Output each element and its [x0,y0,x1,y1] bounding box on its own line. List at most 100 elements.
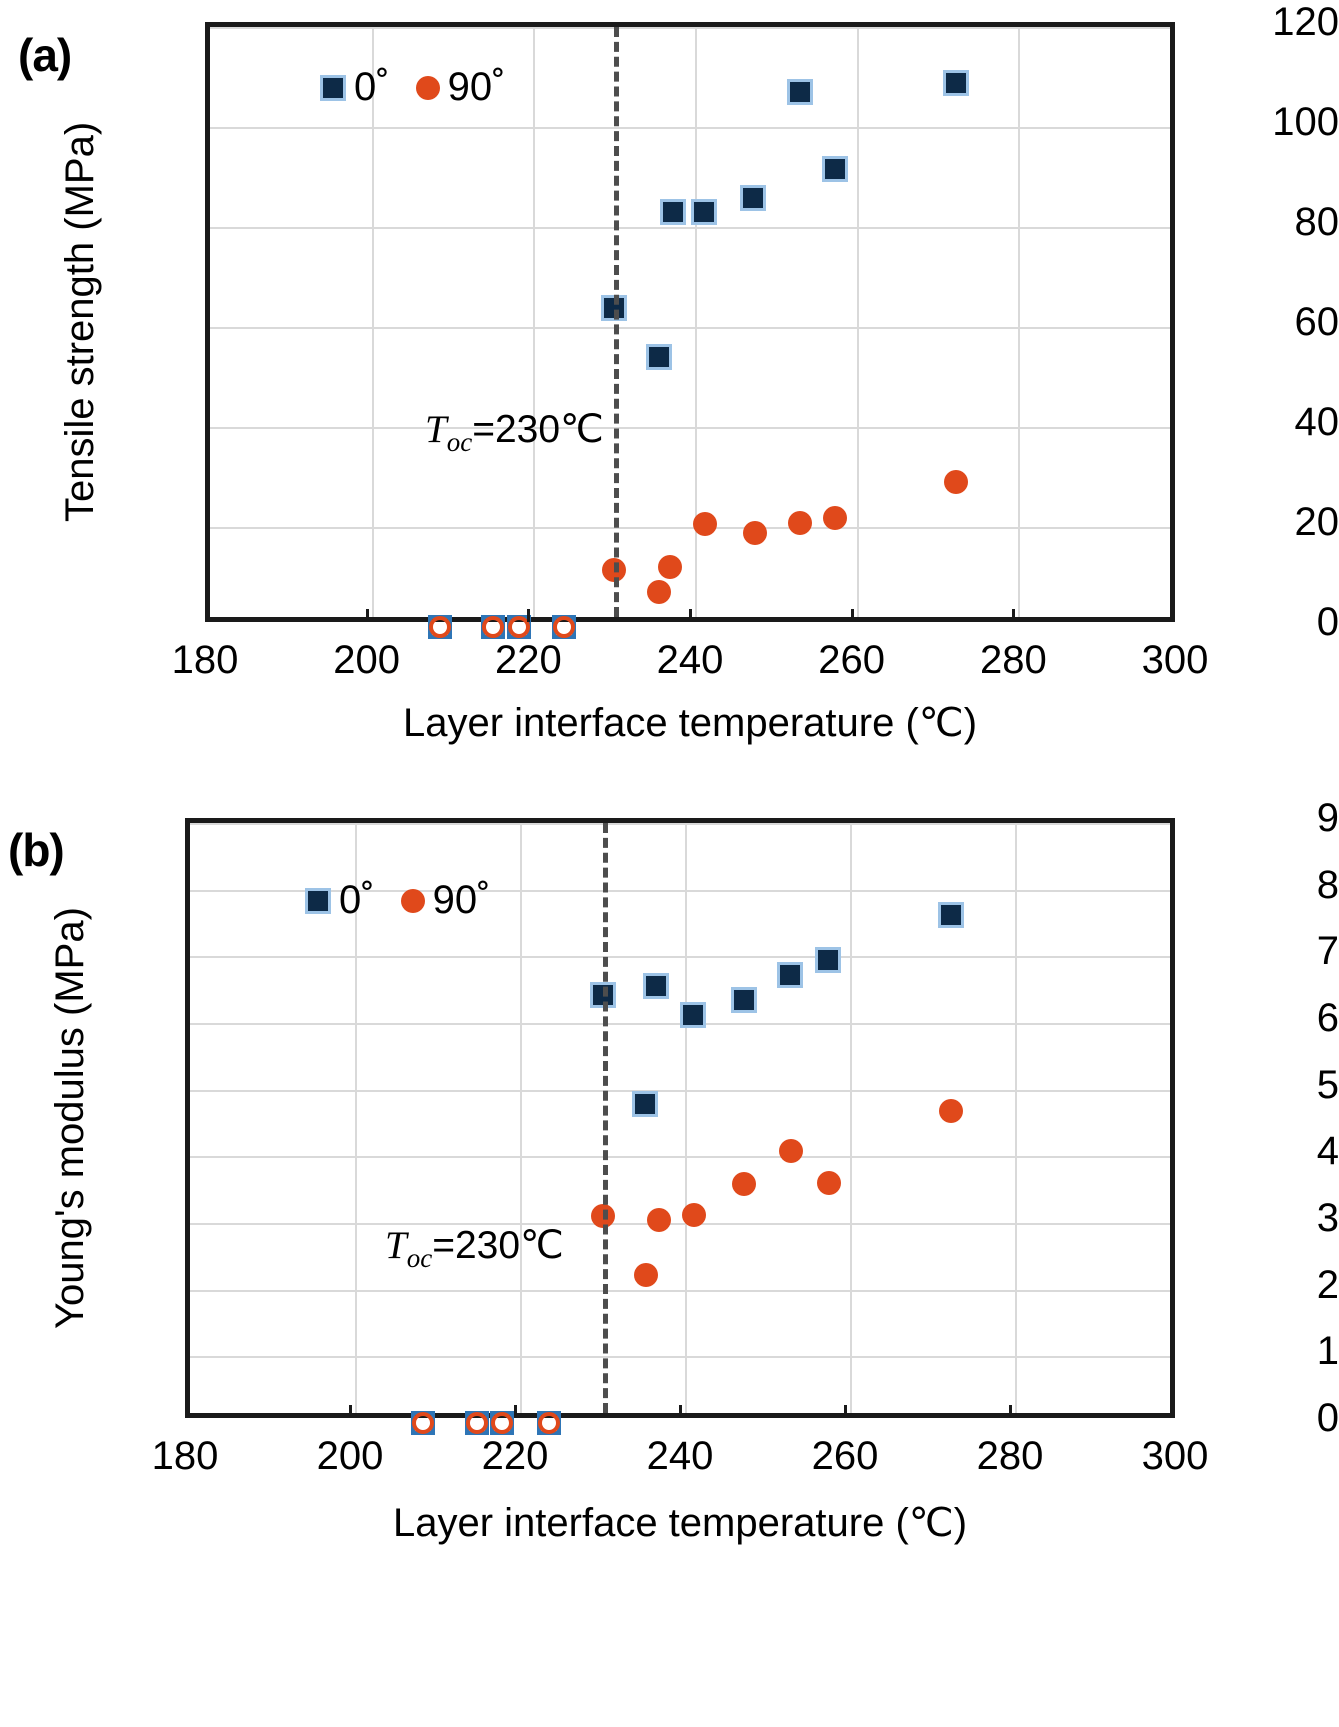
panel-a-threshold-annotation: Toc=230℃ [425,407,604,458]
gridline-horizontal [190,1089,1170,1092]
panel-a-plot: 0 20 40 60 80 100 120 0˚ 90˚ Toc=230℃ 180 200 22… [0,0,1339,790]
data-point-0deg [740,184,767,211]
y-tick-label: 40 [1294,400,1339,444]
x-tick-label: 200 [316,1434,384,1478]
panel-b-x-axis-title: Layer interface temperature (℃) [392,1501,968,1545]
x-tick-label: 220 [494,638,562,682]
data-point-90deg [657,555,682,579]
x-tick-label: 220 [481,1434,549,1478]
x-tick-label: 280 [979,638,1047,682]
data-point-0deg [632,1091,659,1118]
y-tick-label: 0 [1316,1396,1339,1440]
y-tick-label: 2 [1316,1262,1339,1307]
data-point-0deg [643,973,670,1000]
panel-a-threshold-line [614,27,620,617]
panel-a-plot-area: 0˚ 90˚ Toc=230℃ [205,22,1175,639]
square-marker-icon [305,887,331,914]
annotation-subscript: oc [406,1242,433,1273]
data-point-zero-circle [466,1412,489,1434]
gridline-vertical [520,823,522,1413]
legend-item-90deg: 90˚ [415,65,506,110]
legend-label-0deg: 0˚ [339,878,375,922]
square-marker-icon [320,74,346,101]
data-point-90deg [822,506,847,530]
gridline-vertical [695,27,697,617]
gridline-horizontal [190,956,1170,959]
y-tick-label: 100 [1272,100,1339,144]
data-point-90deg [692,512,717,536]
gridline-vertical [1018,27,1021,617]
gridline-vertical [850,823,852,1413]
data-point-90deg [732,1172,757,1197]
y-tick-label: 60 [1294,300,1339,344]
panel-a-label: (a) [18,29,72,81]
data-point-0deg [814,946,841,973]
gridline-vertical [371,27,374,617]
panel-b-y-axis-title: Young's modulus (MPa) [48,907,92,1329]
x-tick-mark [1009,1405,1012,1418]
data-point-0deg [776,962,803,988]
data-point-90deg [647,580,672,604]
y-tick-label: 7 [1316,929,1339,974]
data-point-90deg [816,1171,841,1195]
legend-label-90deg: 90˚ [447,65,506,109]
annotation-value: =230℃ [432,1224,564,1267]
gridline-horizontal [190,1223,1170,1225]
x-tick-label: 260 [818,638,886,682]
figure-panel-a: (a) 0 20 40 60 80 100 120 0˚ 90˚ Toc=230℃ [0,0,1339,790]
panel-a-x-axis-title: Layer interface temperature (℃) [402,701,978,745]
x-tick-mark [844,1405,847,1418]
data-point-zero-circle [490,1412,513,1434]
panel-b-plot: 0 1 2 3 4 5 6 7 8 9 0˚ 90˚ Toc=230℃ 180 200 220 240 2… [0,796,1339,1727]
data-point-90deg [944,470,969,494]
data-point-0deg [787,79,814,105]
gridline-horizontal [190,1156,1170,1159]
data-point-zero-circle [481,616,504,638]
data-point-zero-circle [507,616,530,638]
annotation-subscript: oc [446,426,473,457]
y-tick-label: 5 [1316,1062,1339,1107]
gridline-horizontal [210,427,1170,429]
gridline-horizontal [210,527,1170,529]
data-point-0deg [690,198,717,225]
data-point-zero-circle [537,1412,560,1434]
y-tick-label: 120 [1272,0,1339,44]
gridline-horizontal [190,1356,1170,1359]
y-tick-label: 9 [1316,796,1339,840]
annotation-variable: T [425,408,447,451]
legend-label-90deg: 90˚ [432,878,491,922]
data-point-90deg [938,1099,963,1123]
x-tick-mark [850,609,854,622]
gridline-horizontal [210,227,1170,229]
y-tick-label: 1 [1316,1329,1339,1374]
panel-b-threshold-line [602,823,608,1413]
panel-b-threshold-annotation: Toc=230℃ [385,1223,564,1274]
gridline-horizontal [190,889,1170,892]
gridline-vertical [355,823,357,1413]
data-point-0deg [937,902,964,928]
x-tick-mark [527,609,531,622]
gridline-vertical [856,27,859,617]
y-tick-label: 6 [1316,996,1339,1040]
data-point-0deg [821,156,848,182]
annotation-value: =230℃ [472,408,604,451]
y-tick-label: 3 [1316,1196,1339,1240]
x-tick-mark [1012,609,1016,622]
data-point-90deg [682,1203,707,1227]
legend-item-90deg: 90˚ [400,878,491,923]
panel-b-label: (b) [8,824,65,876]
y-tick-label: 0 [1316,600,1339,644]
legend-item-0deg: 0˚ [305,878,375,923]
x-tick-mark [514,1405,517,1418]
gridline-horizontal [210,327,1170,329]
gridline-horizontal [190,1023,1170,1025]
x-tick-mark [365,609,369,622]
panel-a-legend: 0˚ 90˚ [320,65,505,110]
x-tick-label: 180 [171,638,239,682]
x-tick-label: 240 [656,638,724,682]
x-tick-label: 280 [976,1434,1044,1478]
data-point-0deg [660,199,687,225]
figure-panel-b: (b) 0 1 2 3 4 5 6 7 8 9 0˚ 90˚ Toc=230℃ 180 200 220… [0,796,1339,1727]
data-point-90deg [788,510,813,535]
data-point-0deg [680,1002,707,1028]
